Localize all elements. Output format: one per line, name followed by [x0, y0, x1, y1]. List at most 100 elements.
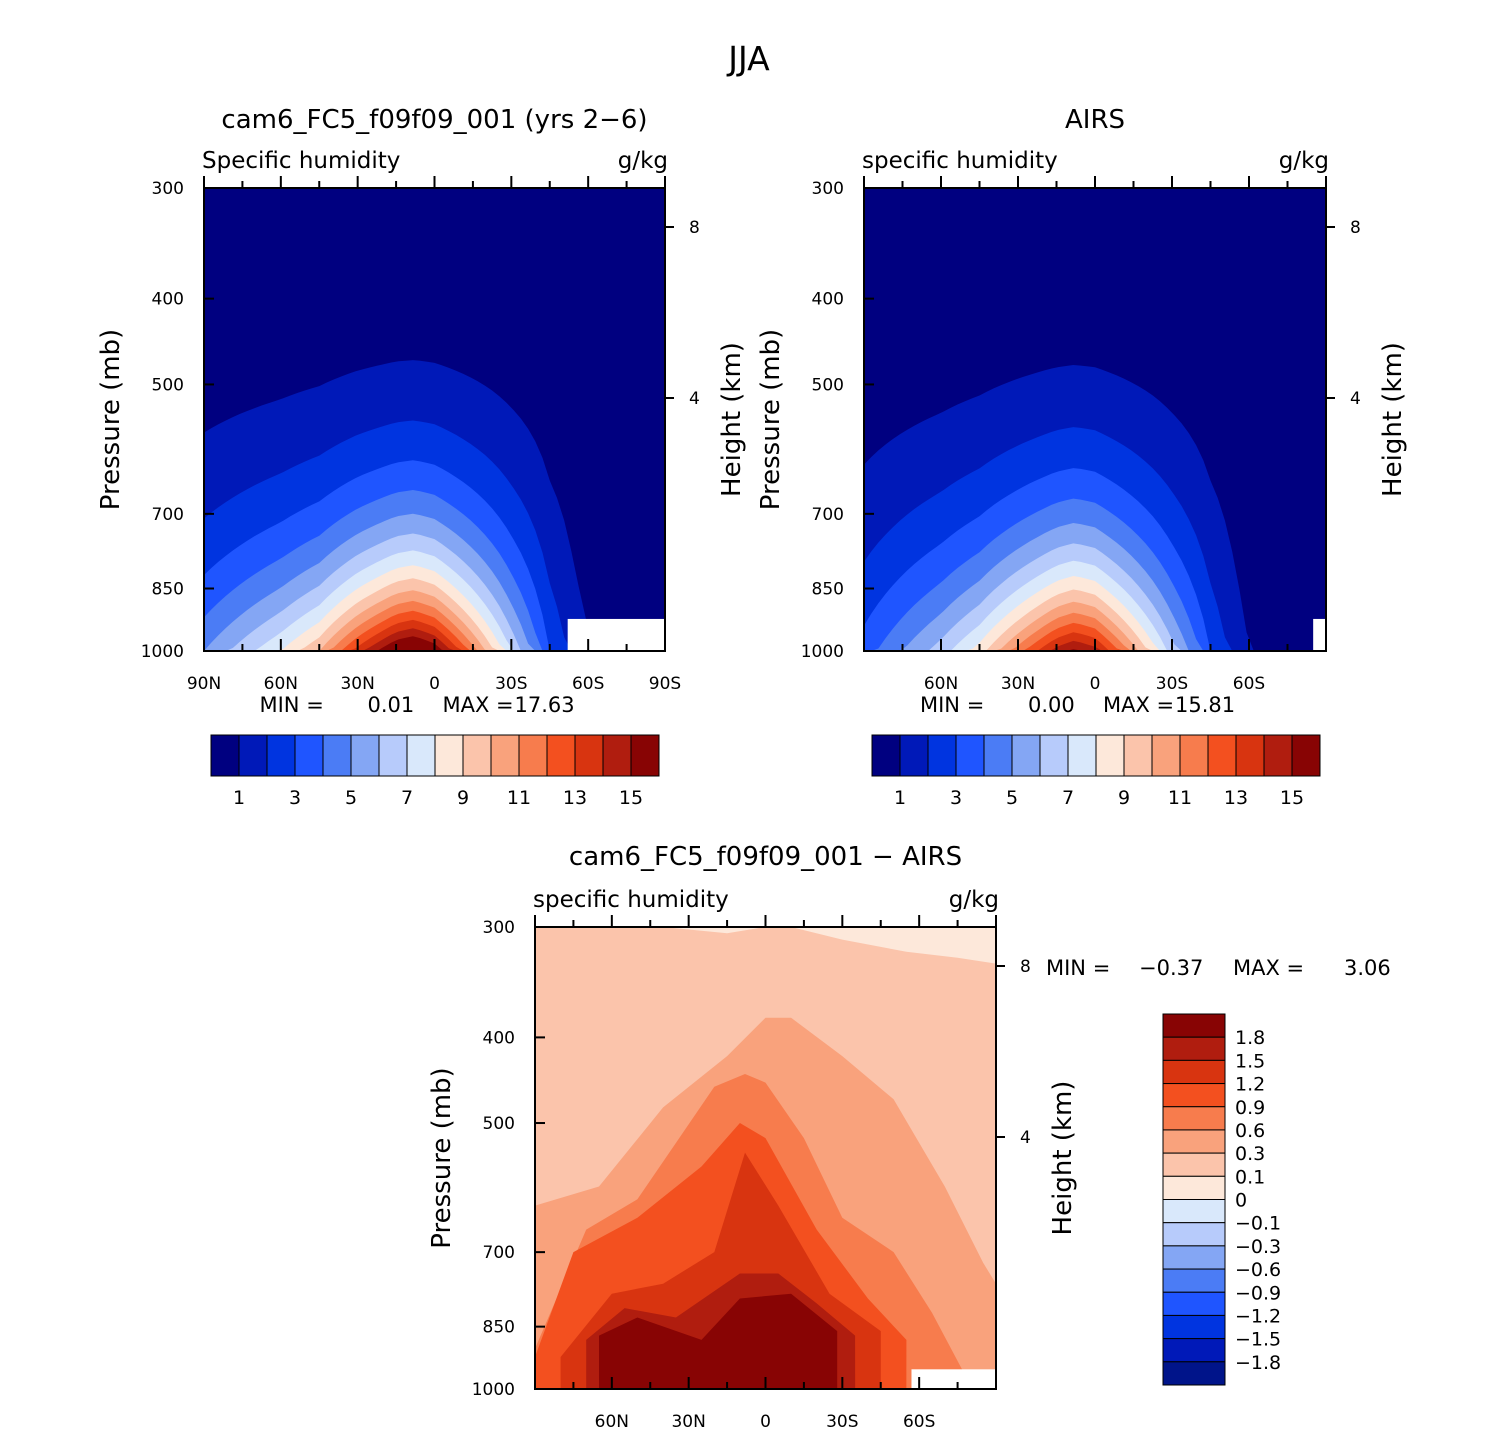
colorbar-box: [1162, 1152, 1226, 1177]
colorbar-box: [1162, 1013, 1226, 1038]
colorbar-box: [238, 734, 268, 777]
y2-axis-label: Height (km): [1048, 1081, 1078, 1236]
colorbar-box: [1207, 734, 1237, 777]
colorbar-label: 1.2: [1235, 1074, 1265, 1096]
x-tick-label: 60N: [595, 1412, 629, 1432]
x-tick-label: 0: [1090, 674, 1101, 694]
colorbar-box: [899, 734, 929, 777]
panel-title: AIRS: [1065, 105, 1125, 135]
colorbar-box: [983, 734, 1013, 777]
colorbar-label: −1.5: [1235, 1329, 1281, 1351]
colorbar-box: [871, 734, 901, 777]
y2-tick-label: 4: [1020, 1128, 1031, 1148]
x-tick-label: 30N: [340, 674, 374, 694]
missing-data-region: [911, 1369, 996, 1389]
min-value: 0.01: [368, 693, 415, 717]
colorbar-label: −0.1: [1235, 1213, 1281, 1235]
colorbar-box: [1162, 1291, 1226, 1316]
colorbar-box: [1162, 1361, 1226, 1386]
colorbar-label: 0: [1235, 1190, 1247, 1212]
colorbar-box: [1095, 734, 1125, 777]
colorbar-label: 3: [950, 787, 962, 809]
colorbar-label: 0.9: [1235, 1097, 1265, 1119]
max-label: MAX =: [443, 693, 514, 717]
y-tick-label: 500: [483, 1114, 515, 1134]
colorbar-box: [1263, 734, 1293, 777]
colorbar-box: [1123, 734, 1153, 777]
colorbar-label: 5: [345, 787, 357, 809]
colorbar-box: [955, 734, 985, 777]
colorbar-box: [1162, 1314, 1226, 1340]
max-value: 17.63: [515, 693, 575, 717]
colorbar-box: [1291, 734, 1321, 777]
contour-level: [599, 1293, 838, 1389]
min-value: 0.00: [1028, 693, 1075, 717]
units-label: g/kg: [1279, 148, 1329, 174]
colorbar-label: 3: [289, 787, 301, 809]
figure-title: JJA: [726, 39, 770, 78]
colorbar-box: [546, 734, 576, 777]
colorbar-box: [462, 734, 492, 777]
y2-tick-label: 4: [689, 389, 700, 409]
contour-level: [864, 622, 1326, 651]
colorbar-box: [1162, 1036, 1226, 1061]
left-label: Specific humidity: [202, 148, 400, 174]
y-axis-label: Pressure (mb): [427, 1067, 457, 1248]
colorbar-box: [434, 734, 464, 777]
colorbar-label: 1.5: [1235, 1050, 1265, 1072]
colorbar-box: [1162, 1083, 1226, 1108]
panel-title: cam6_FC5_f09f09_001 − AIRS: [569, 842, 962, 872]
colorbar-box: [294, 734, 324, 777]
x-tick-label: 90N: [187, 674, 221, 694]
missing-data-region: [1313, 618, 1326, 651]
min-value: −0.37: [1139, 956, 1203, 980]
y-tick-label: 300: [812, 179, 844, 199]
x-tick-label: 30N: [1001, 674, 1035, 694]
colorbar-box: [630, 734, 660, 777]
left-label: specific humidity: [862, 148, 1058, 174]
x-tick-label: 0: [429, 674, 440, 694]
colorbar-label: 0.1: [1235, 1166, 1265, 1188]
colorbar-label: 1: [233, 787, 245, 809]
y-tick-label: 850: [812, 580, 844, 600]
colorbar-label: 1: [894, 787, 906, 809]
colorbar-box: [1162, 1245, 1226, 1270]
colorbar-label: 15: [619, 787, 643, 809]
y-tick-label: 500: [812, 375, 844, 395]
colorbar-box: [1162, 1199, 1226, 1224]
min-label: MIN =: [1046, 956, 1110, 980]
y2-axis-label: Height (km): [1378, 342, 1408, 497]
x-tick-label: 0: [760, 1412, 771, 1432]
colorbar-label: −0.6: [1235, 1259, 1281, 1281]
y2-tick-label: 4: [1350, 389, 1361, 409]
colorbar-box: [1067, 734, 1097, 777]
units-label: g/kg: [949, 887, 999, 913]
colorbar-box: [602, 734, 632, 777]
colorbar-box: [1235, 734, 1265, 777]
max-value: 3.06: [1344, 956, 1391, 980]
colorbar-box: [490, 734, 520, 777]
colorbar-box: [1162, 1129, 1226, 1154]
colorbar-label: −1.8: [1235, 1352, 1281, 1374]
x-tick-label: 60S: [572, 674, 604, 694]
colorbar-label: 13: [563, 787, 587, 809]
x-tick-label: 30S: [826, 1412, 858, 1432]
y-axis-label: Pressure (mb): [96, 329, 126, 510]
colorbar-label: −0.9: [1235, 1282, 1281, 1304]
colorbar-label: 11: [507, 787, 531, 809]
y-tick-label: 700: [812, 505, 844, 525]
colorbar-label: 0.3: [1235, 1143, 1265, 1165]
units-label: g/kg: [618, 148, 668, 174]
colorbar-box: [1162, 1106, 1226, 1131]
colorbar-box: [1179, 734, 1209, 777]
y-tick-label: 1000: [472, 1380, 515, 1400]
colorbar-box: [1162, 1059, 1226, 1085]
y-axis-label: Pressure (mb): [756, 329, 786, 510]
colorbar-label: 13: [1224, 787, 1248, 809]
y2-tick-label: 8: [689, 218, 700, 238]
colorbar-box: [378, 734, 408, 777]
colorbar-label: 7: [401, 787, 413, 809]
y-tick-label: 300: [152, 179, 184, 199]
panel-title: cam6_FC5_f09f09_001 (yrs 2−6): [221, 105, 647, 135]
